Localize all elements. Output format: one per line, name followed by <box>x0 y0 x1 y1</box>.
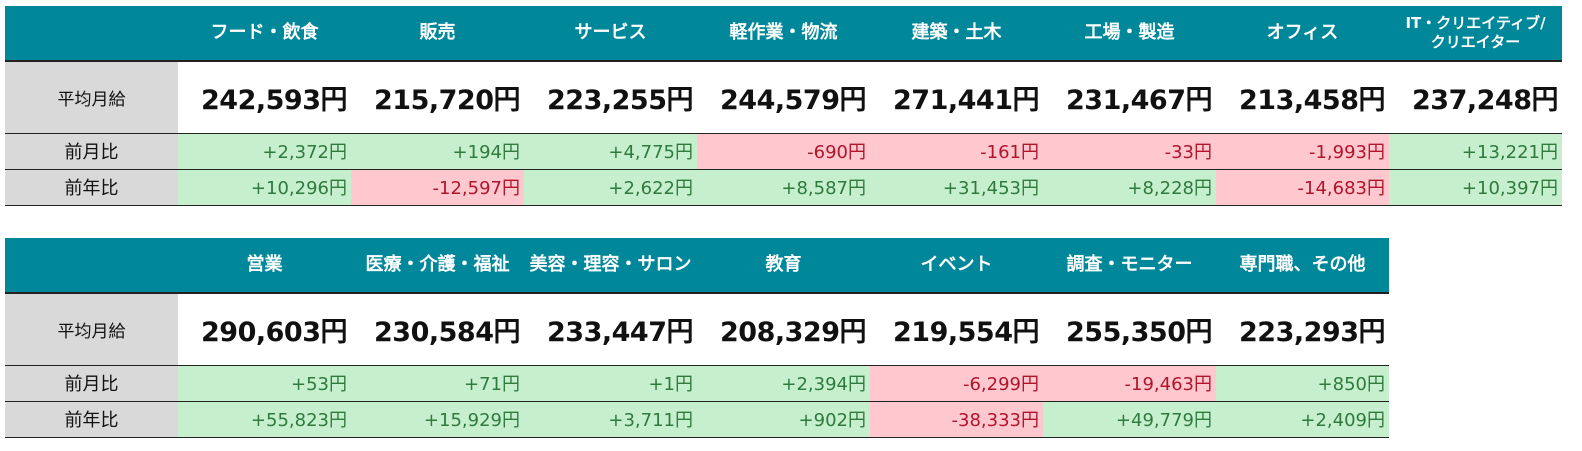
category-header: フード・飲食 <box>178 6 351 61</box>
average-salary-row: 平均月給 290,603円 230,584円 233,447円 208,329円… <box>5 292 1389 365</box>
category-header: 美容・理容・サロン <box>524 238 697 293</box>
yoy-value: +10,296円 <box>178 168 351 206</box>
mom-value: +1円 <box>524 364 697 401</box>
category-header: 販売 <box>351 6 524 61</box>
average-value: 231,467円 <box>1043 60 1216 133</box>
yoy-value: +2,409円 <box>1216 400 1389 438</box>
mom-value: +2,394円 <box>697 364 870 401</box>
category-header: イベント <box>870 238 1043 293</box>
average-value: 233,447円 <box>524 292 697 365</box>
category-header-line1: IT・クリエイティブ/ <box>1405 14 1546 32</box>
category-header: 教育 <box>697 238 870 293</box>
year-over-year-row: 前年比 +55,823円 +15,929円 +3,711円 +902円 -38,… <box>5 400 1389 438</box>
yoy-value: -38,333円 <box>870 400 1043 438</box>
mom-value: +71円 <box>351 364 524 401</box>
mom-value: +13,221円 <box>1389 132 1562 169</box>
yoy-value: +15,929円 <box>351 400 524 438</box>
category-header: 専門職、その他 <box>1216 238 1389 293</box>
average-salary-row: 平均月給 242,593円 215,720円 223,255円 244,579円… <box>5 60 1562 133</box>
yoy-value: +49,779円 <box>1043 400 1216 438</box>
header-row: 営業 医療・介護・福祉 美容・理容・サロン 教育 イベント 調査・モニター 専門… <box>5 238 1389 293</box>
header-corner <box>5 238 178 293</box>
category-header: IT・クリエイティブ/ クリエイター <box>1389 6 1562 61</box>
year-over-year-row: 前年比 +10,296円 -12,597円 +2,622円 +8,587円 +3… <box>5 168 1562 206</box>
category-header: 工場・製造 <box>1043 6 1216 61</box>
category-header: サービス <box>524 6 697 61</box>
mom-value: +850円 <box>1216 364 1389 401</box>
mom-value: -19,463円 <box>1043 364 1216 401</box>
yoy-value: +8,228円 <box>1043 168 1216 206</box>
average-value: 271,441円 <box>870 60 1043 133</box>
yoy-value: -14,683円 <box>1216 168 1389 206</box>
average-value: 255,350円 <box>1043 292 1216 365</box>
average-value: 290,603円 <box>178 292 351 365</box>
mom-value: +53円 <box>178 364 351 401</box>
row-label-yoy: 前年比 <box>5 168 178 206</box>
average-value: 213,458円 <box>1216 60 1389 133</box>
yoy-value: +10,397円 <box>1389 168 1562 206</box>
row-label-average: 平均月給 <box>5 60 178 133</box>
average-value: 208,329円 <box>697 292 870 365</box>
row-label-mom: 前月比 <box>5 364 178 401</box>
category-header: オフィス <box>1216 6 1389 61</box>
mom-value: +2,372円 <box>178 132 351 169</box>
average-value: 244,579円 <box>697 60 870 133</box>
salary-table-2: 営業 医療・介護・福祉 美容・理容・サロン 教育 イベント 調査・モニター 専門… <box>5 238 1389 438</box>
yoy-value: -12,597円 <box>351 168 524 206</box>
row-label-average: 平均月給 <box>5 292 178 365</box>
average-value: 223,293円 <box>1216 292 1389 365</box>
yoy-value: +902円 <box>697 400 870 438</box>
yoy-value: +31,453円 <box>870 168 1043 206</box>
mom-value: -1,993円 <box>1216 132 1389 169</box>
category-header: 調査・モニター <box>1043 238 1216 293</box>
mom-value: -33円 <box>1043 132 1216 169</box>
category-header: 医療・介護・福祉 <box>351 238 524 293</box>
average-value: 242,593円 <box>178 60 351 133</box>
header-row: フード・飲食 販売 サービス 軽作業・物流 建築・土木 工場・製造 オフィス I… <box>5 6 1562 61</box>
row-label-mom: 前月比 <box>5 132 178 169</box>
row-label-yoy: 前年比 <box>5 400 178 438</box>
category-header: 建築・土木 <box>870 6 1043 61</box>
category-header: 営業 <box>178 238 351 293</box>
yoy-value: +2,622円 <box>524 168 697 206</box>
header-corner <box>5 6 178 61</box>
month-over-month-row: 前月比 +2,372円 +194円 +4,775円 -690円 -161円 -3… <box>5 132 1562 169</box>
mom-value: -161円 <box>870 132 1043 169</box>
average-value: 223,255円 <box>524 60 697 133</box>
yoy-value: +55,823円 <box>178 400 351 438</box>
category-header-line2: クリエイター <box>1430 33 1521 51</box>
yoy-value: +8,587円 <box>697 168 870 206</box>
mom-value: +194円 <box>351 132 524 169</box>
average-value: 230,584円 <box>351 292 524 365</box>
average-value: 237,248円 <box>1389 60 1562 133</box>
mom-value: -690円 <box>697 132 870 169</box>
average-value: 219,554円 <box>870 292 1043 365</box>
mom-value: -6,299円 <box>870 364 1043 401</box>
salary-table-1: フード・飲食 販売 サービス 軽作業・物流 建築・土木 工場・製造 オフィス I… <box>5 6 1562 206</box>
yoy-value: +3,711円 <box>524 400 697 438</box>
month-over-month-row: 前月比 +53円 +71円 +1円 +2,394円 -6,299円 -19,46… <box>5 364 1389 401</box>
mom-value: +4,775円 <box>524 132 697 169</box>
average-value: 215,720円 <box>351 60 524 133</box>
category-header: 軽作業・物流 <box>697 6 870 61</box>
